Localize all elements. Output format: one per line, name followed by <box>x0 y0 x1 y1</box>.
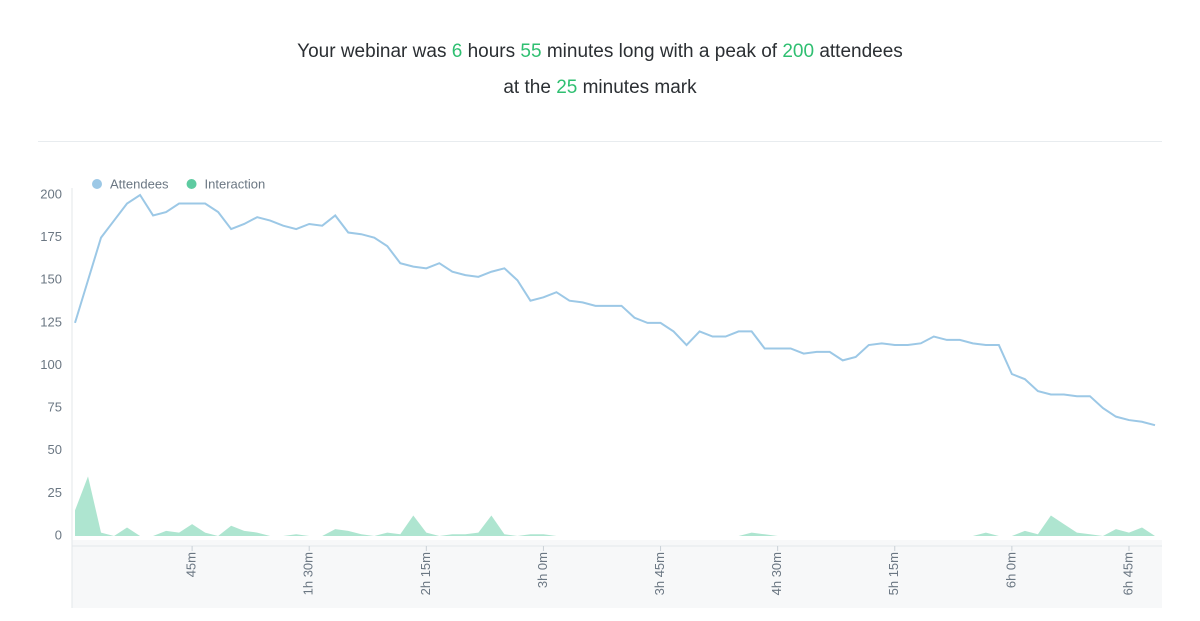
y-tick-label: 50 <box>48 442 62 457</box>
summary-text: at the <box>503 77 557 98</box>
y-tick-label: 175 <box>40 229 62 244</box>
x-tick-label: 45m <box>184 552 199 577</box>
highlight: 55 <box>520 41 542 62</box>
x-tick-label: 6h 0m <box>1003 552 1018 588</box>
interaction-area <box>75 476 1155 536</box>
summary: Your webinar was 6 hours 55 minutes long… <box>0 34 1200 106</box>
summary-text: attendees <box>814 41 903 62</box>
x-axis-band <box>72 540 1162 608</box>
x-tick-label: 6h 45m <box>1120 552 1135 595</box>
y-tick-label: 0 <box>55 527 62 542</box>
highlight: 25 <box>556 77 578 98</box>
y-tick-label: 100 <box>40 357 62 372</box>
summary-line: Your webinar was 6 hours 55 minutes long… <box>0 34 1200 70</box>
y-tick-label: 200 <box>40 186 62 201</box>
legend-swatch <box>186 179 197 189</box>
highlight: 200 <box>782 41 815 62</box>
summary-line: at the 25 minutes mark <box>0 70 1200 106</box>
legend-label: Attendees <box>110 176 169 191</box>
summary-text: hours <box>462 41 521 62</box>
x-tick-label: 3h 0m <box>535 552 550 588</box>
separator <box>38 141 1162 142</box>
y-tick-label: 75 <box>48 400 62 415</box>
x-tick-label: 1h 30m <box>301 552 316 595</box>
attendees-line <box>74 193 1156 427</box>
x-tick-label: 2h 15m <box>418 552 433 595</box>
y-tick-label: 125 <box>40 314 62 329</box>
y-tick-label: 25 <box>48 485 62 500</box>
legend-swatch <box>92 179 102 189</box>
x-tick-label: 3h 45m <box>652 552 667 595</box>
summary-text: Your webinar was <box>297 41 452 62</box>
summary-text: minutes mark <box>577 77 697 98</box>
y-tick-label: 150 <box>40 272 62 287</box>
x-tick-label: 4h 30m <box>769 552 784 595</box>
highlight: 6 <box>451 41 463 62</box>
x-tick-label: 5h 15m <box>886 552 901 595</box>
summary-text: minutes long with a peak of <box>541 41 783 62</box>
legend-label: Interaction <box>205 176 266 191</box>
